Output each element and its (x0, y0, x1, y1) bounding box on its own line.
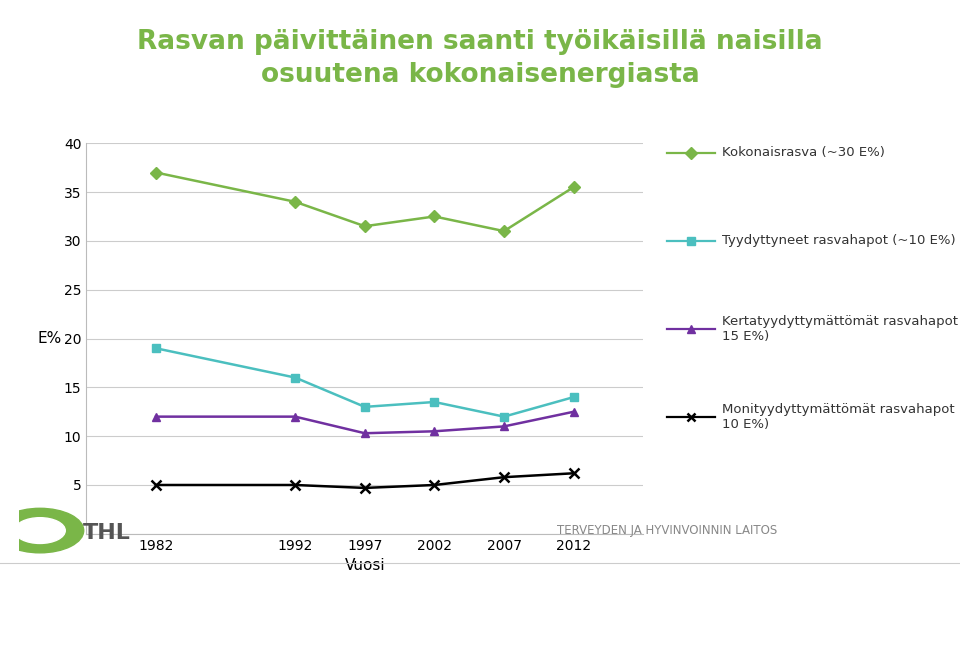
Kertatyydyttymättömät rasvahapot (10-
15 E%) (150, 413, 161, 421)
Text: 14: 14 (916, 620, 931, 633)
Text: Tyydyttyneet rasvahapot (~10 E%): Tyydyttyneet rasvahapot (~10 E%) (722, 234, 955, 247)
X-axis label: Vuosi: Vuosi (345, 559, 385, 574)
Kertatyydyttymättömät rasvahapot (10-
15 E%) (498, 422, 510, 430)
Line: Kertatyydyttymättömät rasvahapot (10-
15 E%): Kertatyydyttymättömät rasvahapot (10- 15… (152, 408, 578, 437)
Line: Tyydyttyneet rasvahapot (~10 E%): Tyydyttyneet rasvahapot (~10 E%) (152, 344, 578, 421)
Text: 25.11.2012: 25.11.2012 (19, 620, 90, 633)
Circle shape (14, 518, 65, 544)
Tyydyttyneet rasvahapot (~10 E%) (290, 374, 301, 381)
Monityydyttymättömät rasvahapot (5-
10 E%) (568, 469, 580, 477)
Text: Rasvan päivittäinen saanti työikäisillä naisilla: Rasvan päivittäinen saanti työikäisillä … (137, 29, 823, 55)
Monityydyttymättömät rasvahapot (5-
10 E%) (150, 481, 161, 489)
Kokonaisrasva (~30 E%) (568, 184, 580, 191)
Text: Monityydyttymättömät rasvahapot (5-
10 E%): Monityydyttymättömät rasvahapot (5- 10 E… (722, 402, 960, 431)
Line: Kokonaisrasva (~30 E%): Kokonaisrasva (~30 E%) (152, 169, 578, 235)
Kokonaisrasva (~30 E%) (290, 198, 301, 206)
Kertatyydyttymättömät rasvahapot (10-
15 E%) (359, 430, 371, 437)
Kertatyydyttymättömät rasvahapot (10-
15 E%) (568, 408, 580, 416)
Text: THL: THL (83, 523, 131, 544)
Text: Kertatyydyttymättömät rasvahapot (10-
15 E%): Kertatyydyttymättömät rasvahapot (10- 15… (722, 314, 960, 343)
Tyydyttyneet rasvahapot (~10 E%) (429, 398, 441, 406)
Monityydyttymättömät rasvahapot (5-
10 E%) (498, 473, 510, 481)
Monityydyttymättömät rasvahapot (5-
10 E%) (290, 481, 301, 489)
Tyydyttyneet rasvahapot (~10 E%) (568, 393, 580, 401)
Text: TERVEYDEN JA HYVINVOINNIN LAITOS: TERVEYDEN JA HYVINVOINNIN LAITOS (557, 524, 777, 537)
Circle shape (0, 508, 84, 553)
Tyydyttyneet rasvahapot (~10 E%) (498, 413, 510, 421)
Kertatyydyttymättömät rasvahapot (10-
15 E%) (429, 428, 441, 436)
Kokonaisrasva (~30 E%) (498, 227, 510, 235)
Y-axis label: E%: E% (37, 331, 62, 346)
Tyydyttyneet rasvahapot (~10 E%) (359, 403, 371, 411)
Monityydyttymättömät rasvahapot (5-
10 E%) (429, 481, 441, 489)
Text: Esityksen nimi / Tekijä: Esityksen nimi / Tekijä (411, 620, 549, 633)
Kokonaisrasva (~30 E%) (150, 169, 161, 176)
Monityydyttymättömät rasvahapot (5-
10 E%) (359, 484, 371, 492)
Text: Kokonaisrasva (~30 E%): Kokonaisrasva (~30 E%) (722, 146, 885, 159)
Kokonaisrasva (~30 E%) (359, 222, 371, 230)
Tyydyttyneet rasvahapot (~10 E%) (150, 344, 161, 352)
Kokonaisrasva (~30 E%) (429, 212, 441, 220)
Kertatyydyttymättömät rasvahapot (10-
15 E%) (290, 413, 301, 421)
Text: osuutena kokonaisenergiasta: osuutena kokonaisenergiasta (260, 62, 700, 88)
Line: Monityydyttymättömät rasvahapot (5-
10 E%): Monityydyttymättömät rasvahapot (5- 10 E… (151, 469, 579, 493)
